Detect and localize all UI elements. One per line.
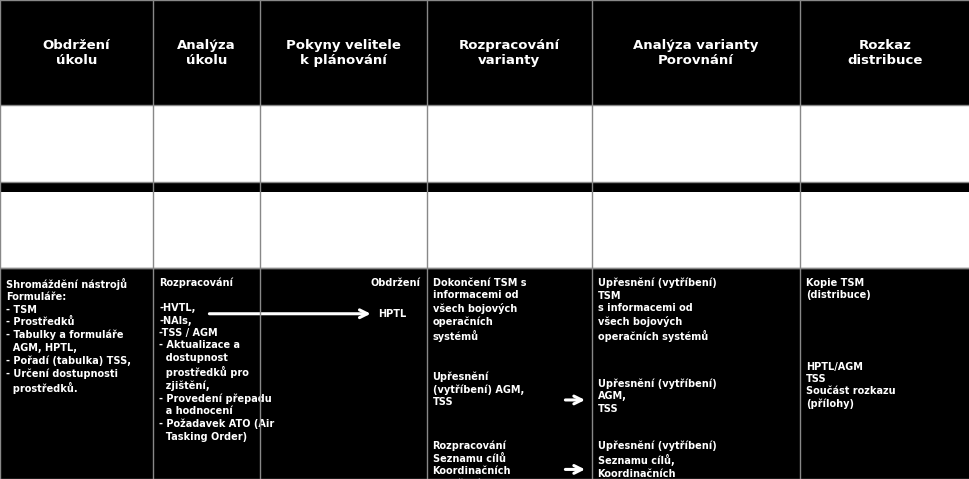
Text: Rozkaz
distribuce: Rozkaz distribuce [847, 39, 922, 67]
Text: Rozpracování

-HVTL,
-NAIs,
-TSS / AGM
- Aktualizace a
  dostupnost
  prostředků: Rozpracování -HVTL, -NAIs, -TSS / AGM - … [159, 278, 274, 442]
Text: HPTL/AGM
TSS
Součást rozkazu
(přílohy): HPTL/AGM TSS Součást rozkazu (přílohy) [805, 362, 894, 410]
Text: Upřesnění (vytříbení)
AGM,
TSS: Upřesnění (vytříbení) AGM, TSS [597, 378, 715, 414]
Bar [0, 105, 969, 182]
Text: Analýza
úkolu: Analýza úkolu [177, 39, 235, 67]
Text: Obdržení: Obdržení [370, 278, 421, 288]
Text: Upřesnění (vytříbení)
Seznamu cílů,
Koordinačních
opatření pal. podpory: Upřesnění (vytříbení) Seznamu cílů, Koor… [597, 441, 717, 479]
Text: HPTL: HPTL [378, 309, 406, 319]
Text: Obdržení
úkolu: Obdržení úkolu [43, 39, 110, 67]
Bar [0, 0, 153, 105]
Text: Dokončení TSM s
informacemi od
všech bojových
operačních
systémů: Dokončení TSM s informacemi od všech boj… [432, 278, 525, 342]
Text: Upřesnění (vytříbení)
TSM
s informacemi od
všech bojových
operačních systémů: Upřesnění (vytříbení) TSM s informacemi … [597, 278, 715, 342]
Bar [260, 0, 426, 105]
Bar [591, 0, 799, 105]
Text: Kopie TSM
(distribuce): Kopie TSM (distribuce) [805, 278, 870, 300]
Text: Upřesnění
(vytříbení) AGM,
TSS: Upřesnění (vytříbení) AGM, TSS [432, 371, 523, 407]
Bar [426, 0, 591, 105]
Bar [153, 0, 260, 105]
Text: Rozpracování
varianty: Rozpracování varianty [458, 39, 559, 67]
Text: Rozpracování
Seznamu cílů
Koordinačních
opatření pal.
podpory: Rozpracování Seznamu cílů Koordinačních … [432, 441, 511, 479]
Text: Pokyny velitele
k plánování: Pokyny velitele k plánování [286, 39, 400, 67]
Bar [426, 192, 969, 268]
Text: Analýza varianty
Porovnání: Analýza varianty Porovnání [633, 39, 758, 67]
Bar [799, 0, 969, 105]
Text: Shromáždění nástrojů
Formuláře:
- TSM
- Prostředků
- Tabulky a formuláře
  AGM, : Shromáždění nástrojů Formuláře: - TSM - … [6, 278, 131, 394]
Bar [0, 192, 426, 268]
